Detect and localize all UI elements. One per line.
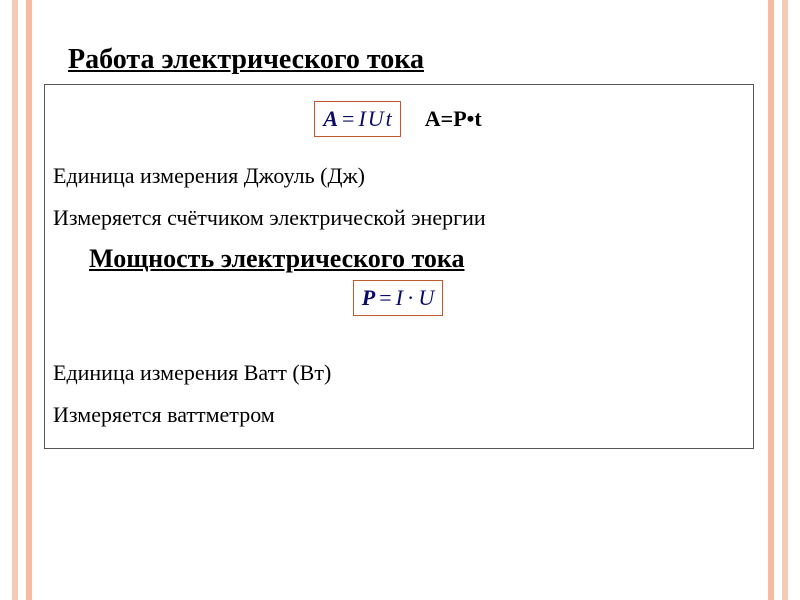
formula-work-box: A = I U t [314, 101, 400, 137]
formula-power-box: P = I · U [353, 280, 443, 316]
work-unit-line: Единица измерения Джоуль (Дж) [53, 161, 743, 191]
formula-A: A [323, 106, 338, 132]
formula-row-work: A = I U t A=P•t [53, 101, 743, 137]
decor-stripe-left-inner [26, 0, 32, 600]
decor-stripe-right-outer [782, 0, 788, 600]
formula-P: P [362, 285, 375, 311]
formula-U: U [368, 106, 384, 132]
slide: Работа электрического тока A = I U t A=P… [0, 0, 800, 600]
decor-stripe-right-inner [768, 0, 774, 600]
formula-dot: · [405, 285, 416, 311]
power-measured-line: Измеряется ваттметром [53, 400, 743, 430]
formula-t: t [386, 106, 392, 132]
formula-work-alt: A=P•t [425, 106, 482, 132]
formula-I2: I [396, 285, 403, 311]
work-measured-line: Измеряется счётчиком электрической энерг… [53, 203, 743, 233]
decor-stripe-left-outer [12, 0, 18, 600]
section1-title: Работа электрического тока [68, 44, 756, 76]
formula-row-power: P = I · U [53, 280, 743, 316]
section2-title: Мощность электрического тока [89, 244, 743, 274]
formula-eq: = [340, 106, 356, 132]
content-area: Работа электрического тока A = I U t A=P… [44, 0, 756, 600]
power-unit-line: Единица измерения Ватт (Вт) [53, 358, 743, 388]
formula-I: I [358, 106, 365, 132]
formula-eq2: = [377, 285, 393, 311]
main-box: A = I U t A=P•t Единица измерения Джоуль… [44, 84, 754, 449]
formula-U2: U [418, 285, 434, 311]
